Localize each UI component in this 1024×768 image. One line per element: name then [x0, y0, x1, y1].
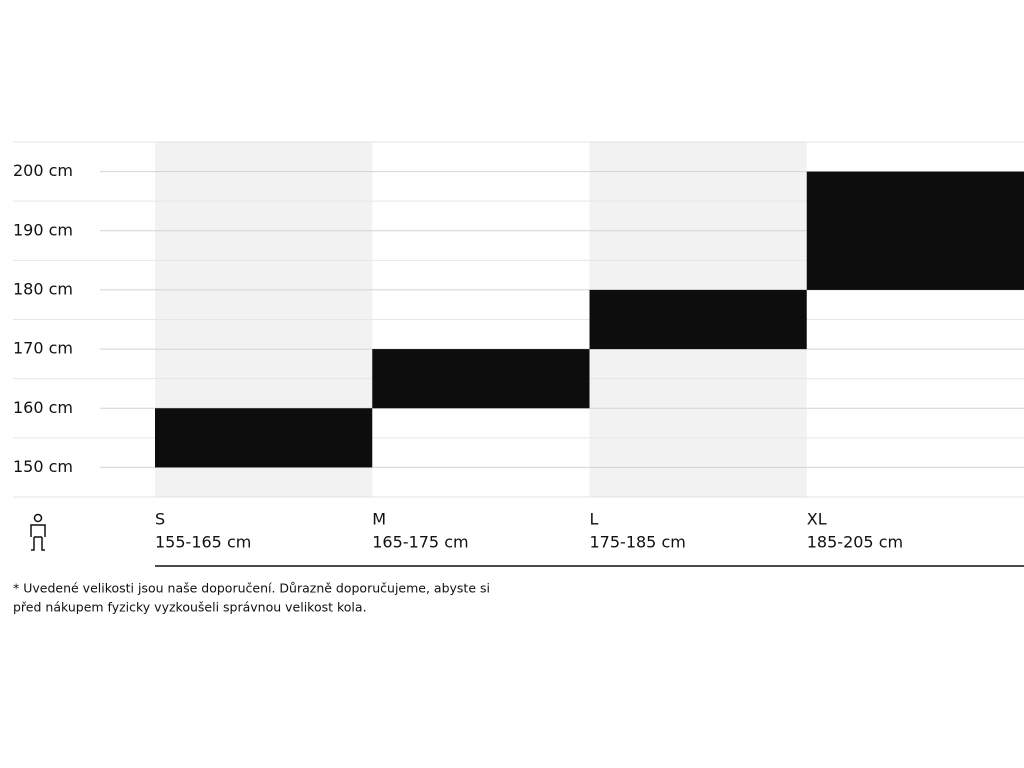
size-label: S: [155, 510, 165, 529]
y-tick-label: 170 cm: [13, 339, 73, 358]
size-bar: [589, 289, 807, 350]
size-bar: [155, 408, 373, 468]
size-label: XL: [807, 510, 827, 529]
size-range: 165-175 cm: [372, 533, 468, 552]
size-range: 185-205 cm: [807, 533, 903, 552]
y-tick-label: 180 cm: [13, 279, 73, 298]
y-tick-label: 160 cm: [13, 398, 73, 417]
size-bar: [806, 171, 1024, 290]
note-line: * Uvedené velikosti jsou naše doporučení…: [13, 581, 490, 596]
y-tick-label: 190 cm: [13, 220, 73, 239]
size-bar: [372, 349, 590, 409]
note-line: před nákupem fyzicky vyzkoušeli správnou…: [13, 600, 367, 615]
person-icon: [30, 513, 46, 551]
y-tick-label: 200 cm: [13, 161, 73, 180]
size-range: 175-185 cm: [590, 533, 686, 552]
size-label: L: [590, 510, 599, 529]
size-label: M: [372, 510, 386, 529]
size-range: 155-165 cm: [155, 533, 251, 552]
y-tick-label: 150 cm: [13, 457, 73, 476]
